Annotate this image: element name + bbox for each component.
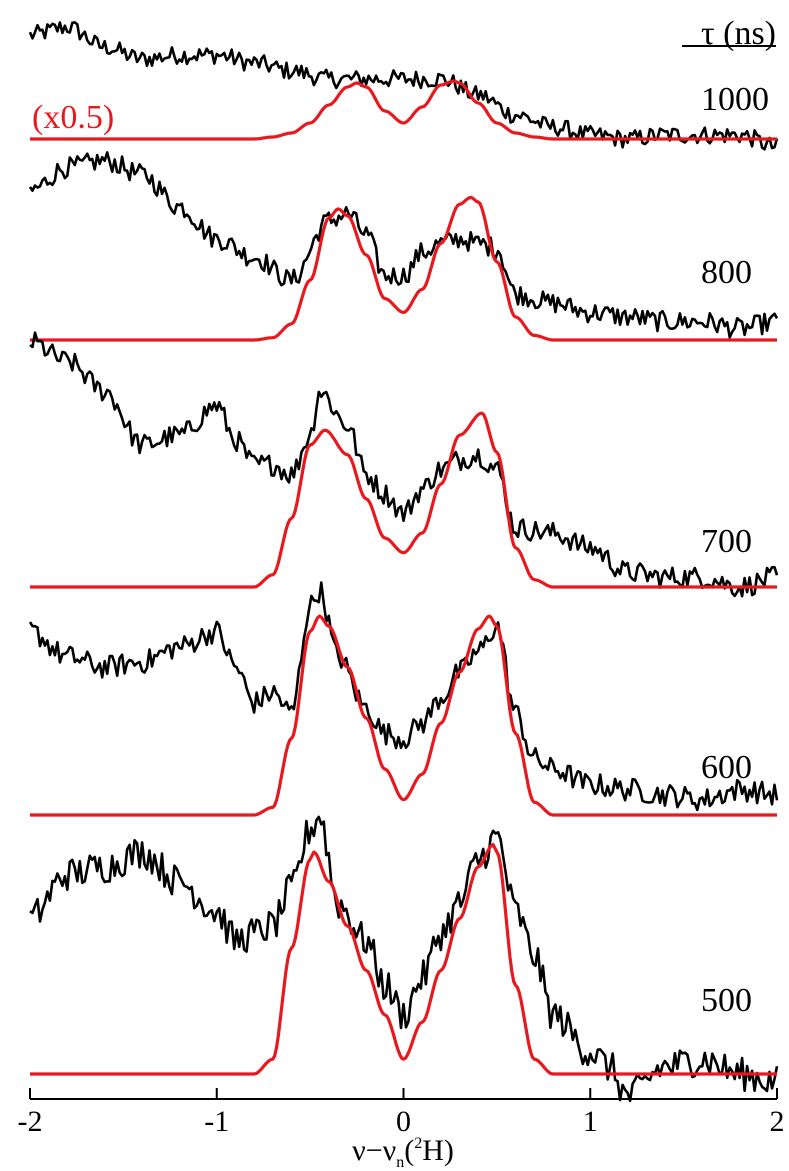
simulation-trace-600 bbox=[30, 614, 777, 817]
scale-annotation: (x0.5) bbox=[32, 99, 114, 136]
simulation-trace-700 bbox=[30, 411, 777, 589]
series-label-700: 700 bbox=[701, 523, 752, 560]
x-tick-label: -1 bbox=[204, 1105, 229, 1138]
x-tick-label: -2 bbox=[18, 1105, 43, 1138]
trace-layer bbox=[28, 21, 779, 1103]
simulation-trace-1000 bbox=[30, 79, 777, 141]
series-label-layer: 1000 800 700 600 500 bbox=[701, 81, 769, 1019]
experimental-trace-1000 bbox=[28, 21, 779, 151]
x-axis-label: ν−νn(2H) bbox=[352, 1134, 454, 1171]
series-label-1000: 1000 bbox=[701, 81, 769, 118]
series-label-600: 600 bbox=[701, 749, 752, 786]
experimental-trace-600 bbox=[28, 581, 779, 812]
x-tick-label: 0 bbox=[396, 1105, 411, 1138]
experimental-trace-800 bbox=[28, 151, 779, 339]
simulation-trace-500 bbox=[30, 843, 777, 1076]
series-label-800: 800 bbox=[701, 254, 752, 291]
series-label-500: 500 bbox=[701, 982, 752, 1019]
x-tick-label: 1 bbox=[583, 1105, 598, 1138]
x-tick-label: 2 bbox=[770, 1105, 785, 1138]
legend-title-group: τ (ns) bbox=[682, 15, 776, 52]
simulation-trace-800 bbox=[30, 195, 777, 342]
x-axis: -2 -1 0 1 2 bbox=[18, 1088, 785, 1138]
experimental-trace-500 bbox=[29, 815, 779, 1103]
experimental-trace-700 bbox=[29, 331, 779, 598]
